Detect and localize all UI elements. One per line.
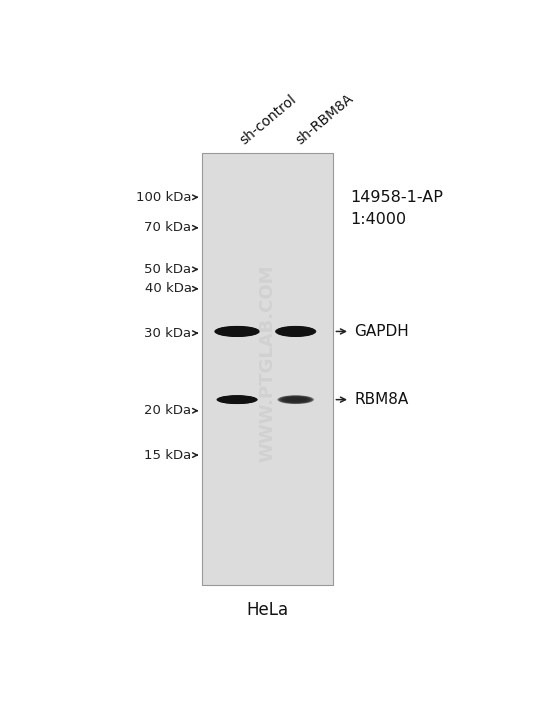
Text: 30 kDa: 30 kDa: [144, 327, 192, 340]
Text: 15 kDa: 15 kDa: [144, 449, 192, 462]
Ellipse shape: [279, 396, 312, 404]
Ellipse shape: [222, 328, 251, 335]
Text: HeLa: HeLa: [246, 601, 288, 619]
Text: GAPDH: GAPDH: [354, 324, 409, 339]
Ellipse shape: [275, 326, 316, 337]
Ellipse shape: [217, 395, 258, 404]
Text: 40 kDa: 40 kDa: [144, 282, 192, 295]
Ellipse shape: [224, 397, 250, 402]
Ellipse shape: [221, 396, 254, 403]
Ellipse shape: [281, 396, 311, 403]
Ellipse shape: [223, 397, 251, 402]
Ellipse shape: [281, 328, 311, 335]
Ellipse shape: [219, 396, 255, 403]
Ellipse shape: [279, 327, 312, 336]
Ellipse shape: [223, 397, 251, 402]
Ellipse shape: [216, 326, 259, 337]
Ellipse shape: [277, 327, 314, 336]
Ellipse shape: [214, 326, 260, 337]
Text: 50 kDa: 50 kDa: [144, 263, 192, 276]
Text: sh-RBM8A: sh-RBM8A: [293, 91, 356, 148]
Ellipse shape: [218, 395, 256, 404]
Ellipse shape: [281, 328, 310, 335]
Ellipse shape: [280, 328, 311, 336]
Ellipse shape: [277, 326, 315, 336]
Text: WWW.PTGLAB.COM: WWW.PTGLAB.COM: [259, 265, 277, 462]
Ellipse shape: [276, 326, 316, 337]
Ellipse shape: [220, 396, 254, 403]
Ellipse shape: [278, 327, 314, 336]
Ellipse shape: [221, 328, 253, 335]
Ellipse shape: [282, 328, 309, 335]
Ellipse shape: [217, 327, 256, 336]
Ellipse shape: [215, 326, 259, 337]
Ellipse shape: [277, 395, 314, 404]
Ellipse shape: [279, 328, 312, 336]
Ellipse shape: [217, 327, 258, 336]
Text: RBM8A: RBM8A: [354, 392, 409, 407]
Ellipse shape: [279, 396, 312, 403]
Ellipse shape: [276, 326, 315, 337]
Text: 70 kDa: 70 kDa: [144, 221, 192, 234]
Text: 20 kDa: 20 kDa: [144, 404, 192, 417]
Ellipse shape: [216, 326, 258, 336]
Text: 100 kDa: 100 kDa: [136, 191, 192, 204]
Ellipse shape: [278, 395, 313, 404]
Ellipse shape: [282, 328, 310, 335]
Ellipse shape: [221, 328, 254, 335]
Ellipse shape: [220, 328, 254, 336]
Text: 14958-1-AP: 14958-1-AP: [350, 190, 443, 204]
Ellipse shape: [278, 395, 314, 404]
Ellipse shape: [220, 396, 255, 403]
Ellipse shape: [222, 397, 252, 402]
Bar: [202, 153, 333, 585]
Ellipse shape: [282, 397, 310, 402]
Ellipse shape: [222, 397, 253, 402]
Ellipse shape: [217, 395, 257, 404]
Ellipse shape: [281, 396, 311, 403]
Ellipse shape: [278, 327, 313, 336]
Text: 1:4000: 1:4000: [350, 212, 406, 227]
Ellipse shape: [281, 397, 310, 403]
Ellipse shape: [219, 327, 255, 336]
Ellipse shape: [218, 327, 256, 336]
Text: sh-control: sh-control: [237, 92, 299, 148]
Ellipse shape: [280, 396, 311, 403]
Ellipse shape: [220, 328, 255, 336]
Ellipse shape: [222, 328, 252, 335]
Ellipse shape: [221, 397, 253, 403]
Ellipse shape: [218, 396, 256, 404]
